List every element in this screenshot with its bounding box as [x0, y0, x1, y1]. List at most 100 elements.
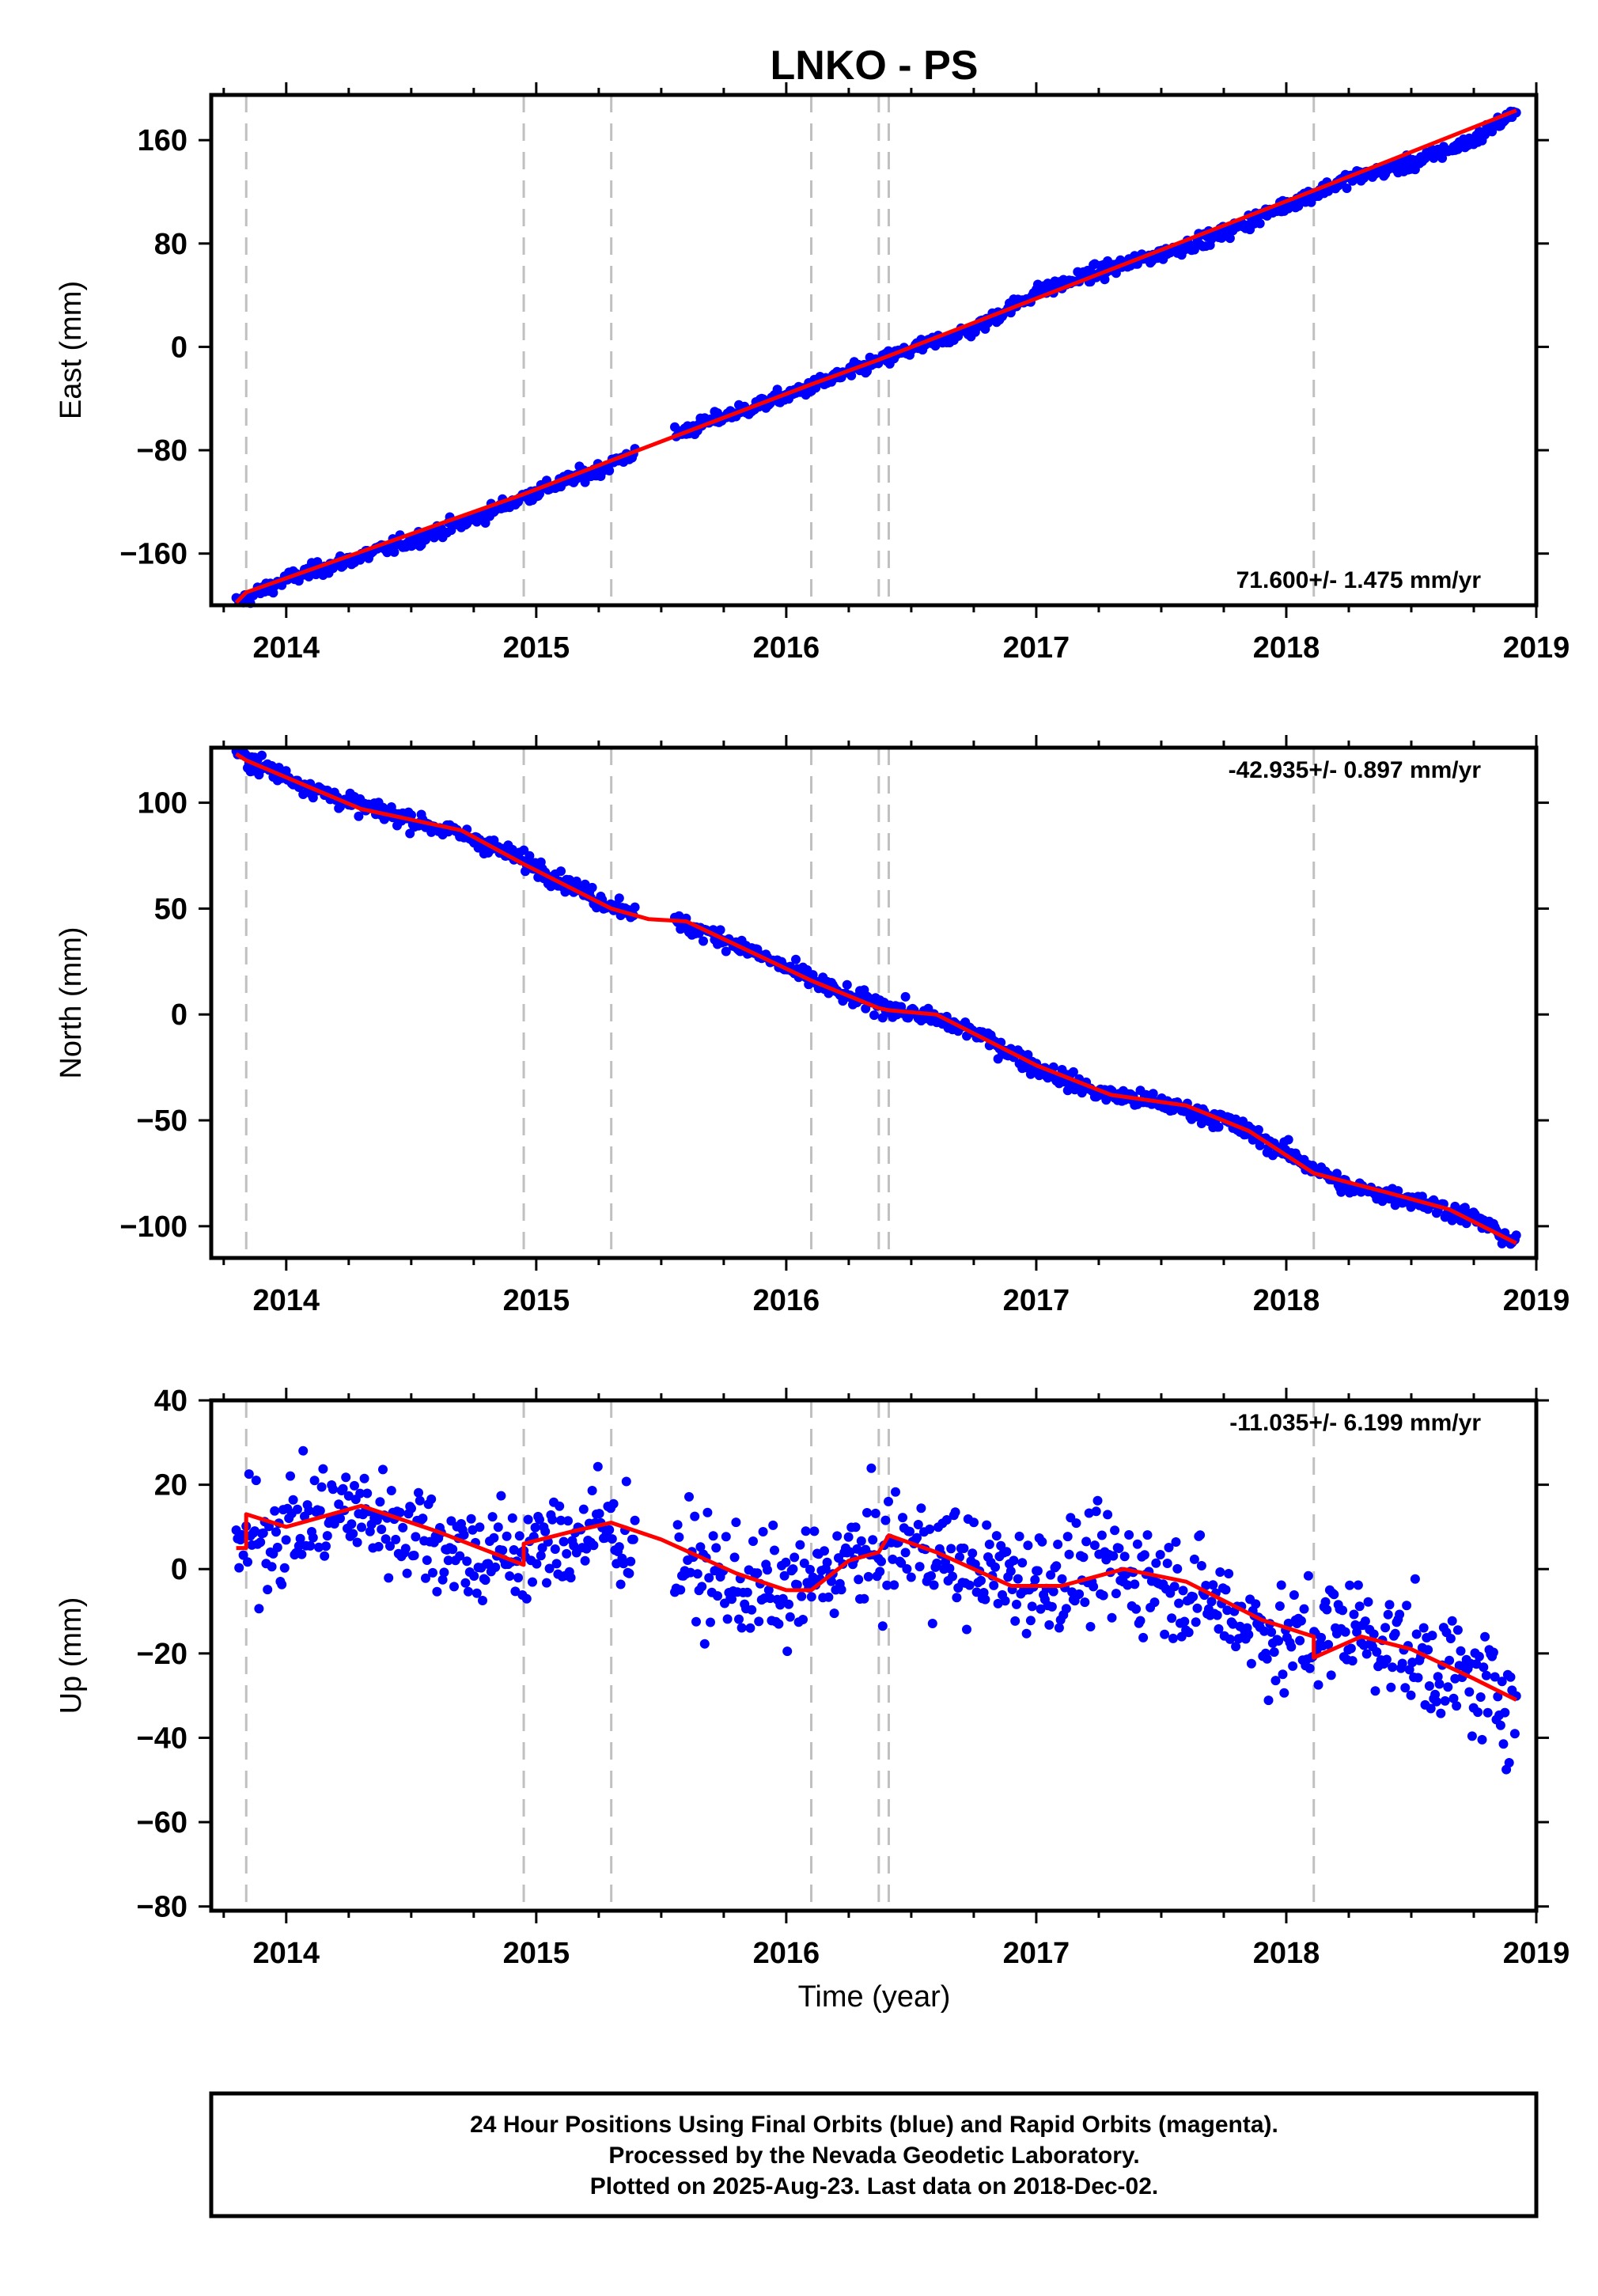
data-point: [805, 1564, 815, 1574]
data-point: [587, 1486, 597, 1495]
data-point: [563, 1516, 573, 1526]
data-point: [927, 1619, 937, 1628]
data-point: [674, 1532, 684, 1542]
data-point: [1172, 1563, 1183, 1574]
x-tick-label: 2017: [1003, 1284, 1070, 1317]
data-point: [493, 1522, 503, 1533]
data-point: [604, 1525, 615, 1535]
data-point: [415, 1495, 425, 1506]
data-point: [328, 1484, 338, 1495]
footer-line-3: Plotted on 2025-Aug-23. Last data on 201…: [590, 2173, 1159, 2199]
data-point: [1433, 1672, 1443, 1682]
data-point: [1131, 1604, 1142, 1614]
data-point: [791, 954, 801, 964]
data-point: [587, 882, 597, 892]
data-point: [1447, 1616, 1457, 1626]
data-point: [1498, 1739, 1509, 1749]
data-point: [1488, 1647, 1498, 1658]
data-point: [316, 1482, 327, 1492]
data-point: [281, 1535, 291, 1545]
data-point: [1214, 1122, 1224, 1132]
data-point: [747, 1605, 757, 1615]
data-point: [1400, 1683, 1411, 1693]
data-point: [808, 1572, 818, 1582]
data-point: [544, 1563, 555, 1574]
data-point: [1505, 1672, 1516, 1682]
data-point: [257, 750, 267, 760]
x-tick-label: 2014: [253, 631, 320, 665]
data-point: [298, 1445, 309, 1456]
data-point: [1231, 1642, 1241, 1652]
data-point: [523, 1514, 533, 1525]
data-point: [797, 1591, 807, 1601]
y-axis-label: Up (mm): [55, 1597, 88, 1714]
data-point: [1445, 1655, 1455, 1665]
data-point: [1474, 1651, 1484, 1661]
data-point: [752, 1568, 763, 1578]
model-fit-line: [234, 108, 1517, 604]
y-tick-label: −100: [119, 1211, 187, 1244]
data-point: [877, 1621, 888, 1631]
data-point: [1384, 1600, 1395, 1610]
data-point: [448, 1544, 458, 1555]
data-point: [1188, 1592, 1198, 1602]
data-point: [1251, 1599, 1261, 1609]
data-point: [1331, 1169, 1342, 1179]
data-point: [1278, 1669, 1288, 1680]
data-point: [320, 1551, 330, 1561]
data-point: [288, 1495, 298, 1505]
data-point: [398, 1522, 408, 1533]
x-tick-label: 2017: [1003, 1937, 1070, 1970]
data-point: [734, 1614, 744, 1624]
data-point: [1340, 1627, 1350, 1637]
data-point: [1168, 1633, 1178, 1643]
data-point: [969, 1517, 979, 1528]
data-point: [1283, 1135, 1293, 1145]
data-point: [993, 1598, 1003, 1608]
data-point: [263, 1585, 273, 1595]
data-point: [785, 1612, 795, 1622]
data-point: [1023, 1540, 1033, 1551]
data-point: [1231, 1114, 1241, 1124]
data-point: [770, 1545, 779, 1555]
data-point: [1477, 1734, 1487, 1745]
data-point: [1269, 1647, 1279, 1658]
data-point: [684, 1491, 694, 1502]
data-point: [270, 1506, 280, 1516]
data-point: [1195, 1530, 1206, 1540]
data-point: [1169, 1582, 1180, 1592]
data-point: [1053, 1540, 1063, 1549]
data-point: [1054, 1623, 1064, 1633]
data-point: [1108, 1551, 1119, 1561]
data-point: [1286, 1642, 1297, 1652]
rate-label: -42.935+/- 0.897 mm/yr: [1229, 757, 1482, 783]
plot-frame: [209, 745, 1539, 1260]
data-point: [964, 1580, 975, 1590]
data-point: [832, 1531, 843, 1541]
data-point: [1162, 1559, 1172, 1568]
data-point: [1360, 1616, 1370, 1627]
data-point: [1103, 1510, 1113, 1520]
data-point: [1342, 184, 1352, 193]
data-point: [768, 1520, 778, 1530]
data-point: [790, 1552, 800, 1563]
data-point: [1471, 1659, 1482, 1669]
data-point: [530, 1522, 540, 1533]
data-point: [536, 1551, 546, 1561]
data-point: [1092, 1495, 1103, 1506]
data-point: [900, 991, 911, 1002]
data-point: [877, 1556, 886, 1567]
data-point: [1068, 1067, 1078, 1077]
data-point: [580, 879, 590, 889]
data-point: [882, 1580, 892, 1590]
data-point: [555, 1501, 565, 1511]
data-point: [385, 1541, 395, 1552]
data-point: [1225, 233, 1235, 244]
data-point: [1089, 1540, 1100, 1551]
data-point: [704, 1573, 714, 1583]
data-point: [863, 1571, 873, 1582]
data-point: [806, 1592, 816, 1602]
data-point: [1372, 1647, 1382, 1657]
data-point: [1495, 1720, 1505, 1730]
data-point: [455, 1551, 465, 1561]
